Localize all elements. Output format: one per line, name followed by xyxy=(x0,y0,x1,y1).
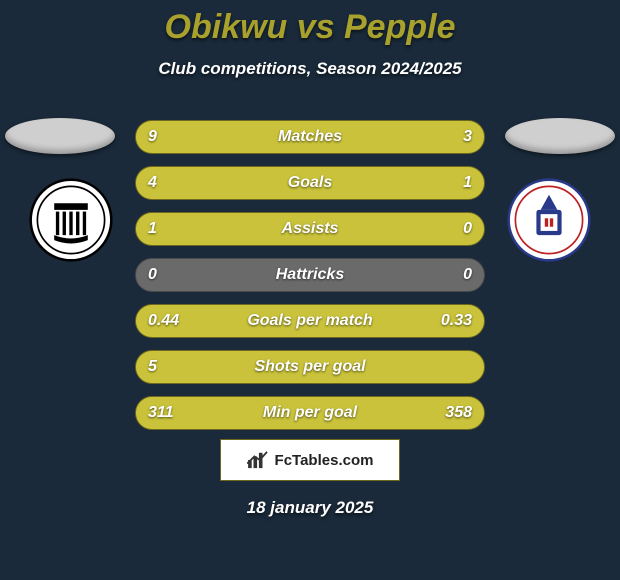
stat-row: 1Assists0 xyxy=(135,212,485,246)
club-crest-right xyxy=(507,178,591,262)
stat-label: Hattricks xyxy=(136,259,484,291)
footer-date: 18 january 2025 xyxy=(0,498,620,518)
stat-value-right: 1 xyxy=(463,167,472,199)
stat-value-right: 0 xyxy=(463,213,472,245)
stat-value-right: 0.33 xyxy=(441,305,472,337)
brand-text: FcTables.com xyxy=(275,452,374,469)
player-right-avatar xyxy=(505,118,615,154)
page-title: Obikwu vs Pepple xyxy=(0,0,620,47)
player-left-avatar xyxy=(5,118,115,154)
stat-row: 4Goals1 xyxy=(135,166,485,200)
stat-row: 0.44Goals per match0.33 xyxy=(135,304,485,338)
stat-bars: 9Matches34Goals11Assists00Hattricks00.44… xyxy=(135,120,485,442)
chart-icon xyxy=(247,451,269,469)
stat-value-right: 3 xyxy=(463,121,472,153)
club-crest-left xyxy=(29,178,113,262)
brand-badge: FcTables.com xyxy=(220,439,400,481)
stat-row: 5Shots per goal xyxy=(135,350,485,384)
page-subtitle: Club competitions, Season 2024/2025 xyxy=(0,59,620,79)
stat-label: Matches xyxy=(136,121,484,153)
stat-value-right: 358 xyxy=(445,397,472,429)
grimsby-crest-icon xyxy=(29,178,113,262)
chesterfield-crest-icon xyxy=(507,178,591,262)
stat-label: Goals xyxy=(136,167,484,199)
stat-value-right: 0 xyxy=(463,259,472,291)
stat-row: 0Hattricks0 xyxy=(135,258,485,292)
stat-row: 9Matches3 xyxy=(135,120,485,154)
stat-label: Assists xyxy=(136,213,484,245)
comparison-card: Obikwu vs Pepple Club competitions, Seas… xyxy=(0,0,620,580)
stat-label: Goals per match xyxy=(136,305,484,337)
stat-label: Min per goal xyxy=(136,397,484,429)
stat-label: Shots per goal xyxy=(136,351,484,383)
stat-row: 311Min per goal358 xyxy=(135,396,485,430)
